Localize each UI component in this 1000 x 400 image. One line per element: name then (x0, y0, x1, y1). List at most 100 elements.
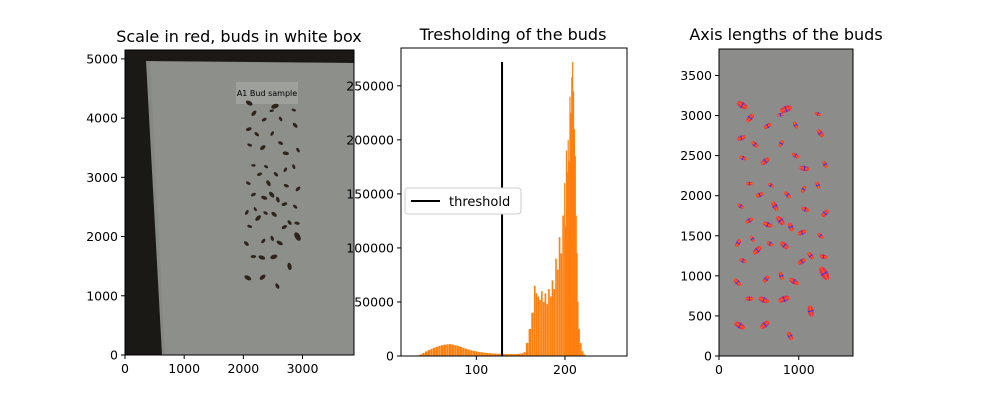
bud-axis-marker (807, 305, 814, 318)
histogram-bar (564, 226, 567, 356)
histogram-bar (576, 253, 578, 356)
histogram-bar (462, 347, 465, 356)
bud-photo (276, 240, 283, 246)
panel2-xtick-label: 200 (553, 362, 577, 377)
bud-axis-marker (767, 182, 775, 188)
histogram-bar (578, 328, 580, 356)
minor-axis-line (740, 135, 743, 141)
minor-axis-line (766, 123, 770, 129)
histogram-bar (541, 291, 543, 356)
histogram-bar (419, 354, 423, 356)
bud-photo (251, 110, 257, 116)
bud-photo (283, 167, 288, 173)
histogram-bar (574, 156, 576, 356)
panel3-ytick-label: 2000 (680, 188, 712, 203)
histogram-bar (533, 285, 536, 356)
minor-axis-line (784, 105, 788, 113)
histogram-bar (459, 346, 462, 356)
minor-axis-line (758, 192, 761, 198)
histogram-bar (525, 343, 529, 356)
bud-axis-marker (791, 152, 800, 159)
histogram-bar (564, 183, 566, 356)
histogram-bar (456, 345, 460, 356)
minor-axis-line (788, 225, 794, 229)
bud-photo (296, 147, 300, 153)
panel1-ytick-label: 0 (110, 348, 118, 363)
histogram-bar (502, 353, 505, 356)
histogram-bar (575, 215, 577, 356)
bud-axis-marker (734, 321, 746, 330)
bud-axis-marker (778, 139, 784, 148)
minor-axis-line (782, 296, 786, 303)
minor-axis-line (753, 142, 757, 147)
bud-photo (263, 211, 268, 215)
panel3-xtick-label: 0 (715, 362, 723, 377)
bud-axis-marker (800, 185, 807, 193)
histogram-bar (504, 353, 508, 356)
panel2-ytick-label: 150000 (346, 186, 394, 201)
histogram-bar (470, 350, 473, 356)
panel3-y-ticks: 0 500 1000 1500 2000 2500 3000 3500 (680, 68, 719, 364)
histogram-bar (483, 352, 486, 356)
histogram-bar (577, 301, 579, 356)
panel1-ytick-label: 4000 (86, 111, 118, 126)
minor-axis-line (762, 297, 766, 303)
bud-photo (278, 141, 284, 146)
bud-photo (246, 181, 251, 185)
bud-photo (275, 196, 280, 203)
histogram-bar (573, 129, 576, 356)
minor-axis-line (823, 162, 828, 166)
bud-photo (261, 238, 266, 244)
histogram-bar (499, 353, 502, 356)
histogram-bar (565, 150, 568, 356)
minor-axis-line (764, 277, 769, 281)
histogram-bar (542, 301, 545, 356)
bud-photo (291, 108, 296, 112)
panel2-ytick-label: 250000 (346, 78, 394, 93)
histogram-bar (475, 351, 478, 356)
panel3-frame (718, 48, 854, 357)
panel3-ytick-label: 500 (688, 308, 712, 323)
histogram-bar (435, 346, 439, 356)
bud-axis-marker (778, 271, 784, 281)
histogram-bar (553, 288, 556, 356)
bud-axis-marker (792, 121, 799, 129)
bud-axis-marker (752, 245, 762, 255)
bud-axis-marker (739, 155, 747, 161)
bud-axis-marker (758, 296, 770, 304)
panel1-ytick-label: 5000 (86, 51, 118, 66)
bud-photo (250, 255, 257, 259)
minor-axis-line (794, 153, 798, 158)
histogram-bar (544, 293, 547, 356)
histogram-bar (422, 352, 425, 356)
histogram-bar (531, 312, 534, 356)
bud-axis-marker (816, 232, 824, 239)
minor-axis-line (782, 243, 787, 248)
legend-box (404, 187, 522, 215)
histogram-bar (555, 258, 557, 356)
panel1-xtick-label: 1000 (168, 361, 200, 376)
histogram-bar (581, 351, 584, 356)
histogram-bar (535, 293, 538, 356)
bud-axis-marker (760, 320, 770, 329)
panel1-xtick-label: 3000 (287, 361, 319, 376)
minor-axis-line (818, 131, 823, 136)
bud-axis-marker (763, 123, 772, 129)
minor-axis-line (785, 192, 790, 197)
histogram-bar (567, 139, 569, 356)
histogram-bar (472, 350, 476, 356)
minor-axis-line (808, 254, 813, 258)
bud-axis-marker (779, 105, 793, 113)
panel1-x-ticks: 0 1000 2000 3000 (121, 355, 318, 376)
minor-axis-line (792, 278, 796, 284)
panel2-title: Tresholding of the buds (419, 25, 607, 44)
bud-photo (269, 109, 274, 112)
panel3-title: Axis lengths of the buds (689, 25, 882, 44)
panel3-xtick-label: 1000 (783, 362, 815, 377)
minor-axis-line (800, 259, 804, 264)
bud-photo (282, 151, 289, 156)
minor-axis-line (768, 241, 772, 246)
bud-axis-marker (815, 181, 821, 190)
minor-axis-line (754, 247, 760, 253)
panel2-ytick-label: 0 (386, 349, 394, 364)
